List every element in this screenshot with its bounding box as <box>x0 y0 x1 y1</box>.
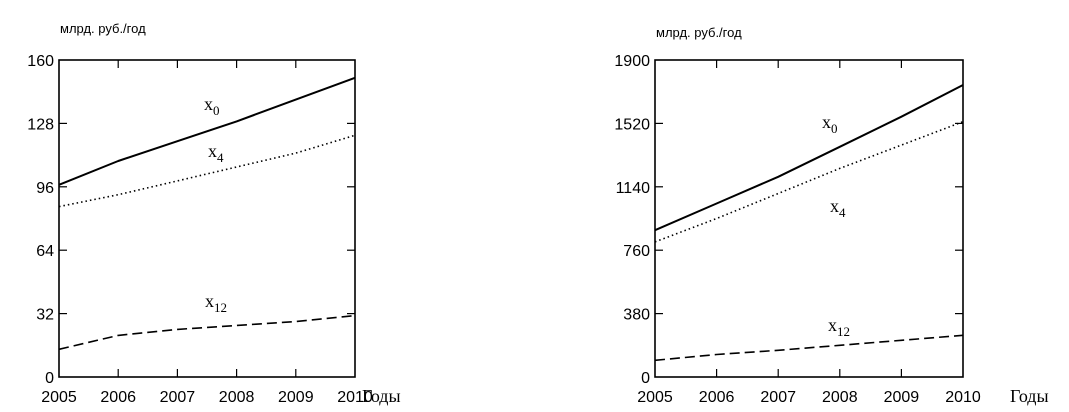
x-tick-label: 2008 <box>822 389 858 406</box>
series-label-base: x <box>204 94 213 114</box>
plot-frame <box>654 59 964 378</box>
y-tick-label: 0 <box>45 370 54 387</box>
x-tick-label: 2007 <box>760 389 796 406</box>
series-label-subscript: 4 <box>217 150 224 165</box>
x-tick-label: 2009 <box>884 389 920 406</box>
series-label-subscript: 4 <box>839 205 846 220</box>
x-tick-label: 2005 <box>41 389 77 406</box>
series-line-x12 <box>58 314 356 351</box>
series-label-base: x <box>830 196 839 216</box>
y-tick-label: 380 <box>623 307 650 324</box>
y-axis-label: млрд. руб./год <box>656 25 742 40</box>
y-tick-label: 160 <box>27 53 54 70</box>
series-label-base: x <box>205 291 214 311</box>
series-label-x12: x12 <box>205 291 227 315</box>
series-label-base: x <box>828 315 837 335</box>
x-axis-label: Годы <box>362 386 401 406</box>
y-tick-label: 1520 <box>614 116 650 133</box>
series-line-x4 <box>58 134 356 208</box>
series-line-x4 <box>654 120 964 243</box>
series-label-subscript: 12 <box>837 324 850 339</box>
series-label-x12: x12 <box>828 315 850 339</box>
series-label-subscript: 12 <box>214 300 227 315</box>
y-tick-label: 760 <box>623 243 650 260</box>
series-line-x0 <box>58 76 356 186</box>
series-label-x4: x4 <box>830 196 846 220</box>
series-label-subscript: 0 <box>831 121 838 136</box>
y-tick-label: 1900 <box>614 53 650 70</box>
y-tick-label: 0 <box>641 370 650 387</box>
series-label-x4: x4 <box>208 141 224 165</box>
x-tick-label: 2009 <box>278 389 314 406</box>
series-line-x0 <box>654 84 964 232</box>
y-axis-label: млрд. руб./год <box>60 21 146 36</box>
x-tick-label: 2010 <box>945 389 981 406</box>
series-label-subscript: 0 <box>213 103 220 118</box>
y-tick-label: 1140 <box>616 180 651 197</box>
series-label-base: x <box>208 141 217 161</box>
y-tick-label: 32 <box>36 307 54 324</box>
x-tick-label: 2006 <box>100 389 136 406</box>
series-label-x0: x0 <box>822 112 838 136</box>
series-label-base: x <box>822 112 831 132</box>
y-tick-label: 96 <box>36 180 54 197</box>
y-tick-label: 128 <box>27 116 54 133</box>
x-tick-label: 2005 <box>637 389 673 406</box>
y-tick-label: 64 <box>36 243 54 260</box>
x-tick-label: 2006 <box>699 389 735 406</box>
chart-1: млрд. руб./год 0 32 64 96 128 160 2005 2006 2007 2… <box>27 21 400 406</box>
chart-2: млрд. руб./год 0 380 760 1140 1520 1900 2005 200… <box>614 25 1048 406</box>
series-line-x12 <box>654 334 964 362</box>
x-tick-label: 2010 <box>337 389 373 406</box>
x-axis-label: Годы <box>1010 386 1049 406</box>
x-tick-label: 2008 <box>219 389 255 406</box>
series-label-x0: x0 <box>204 94 220 118</box>
plot-frame <box>58 59 356 378</box>
x-tick-label: 2007 <box>160 389 196 406</box>
